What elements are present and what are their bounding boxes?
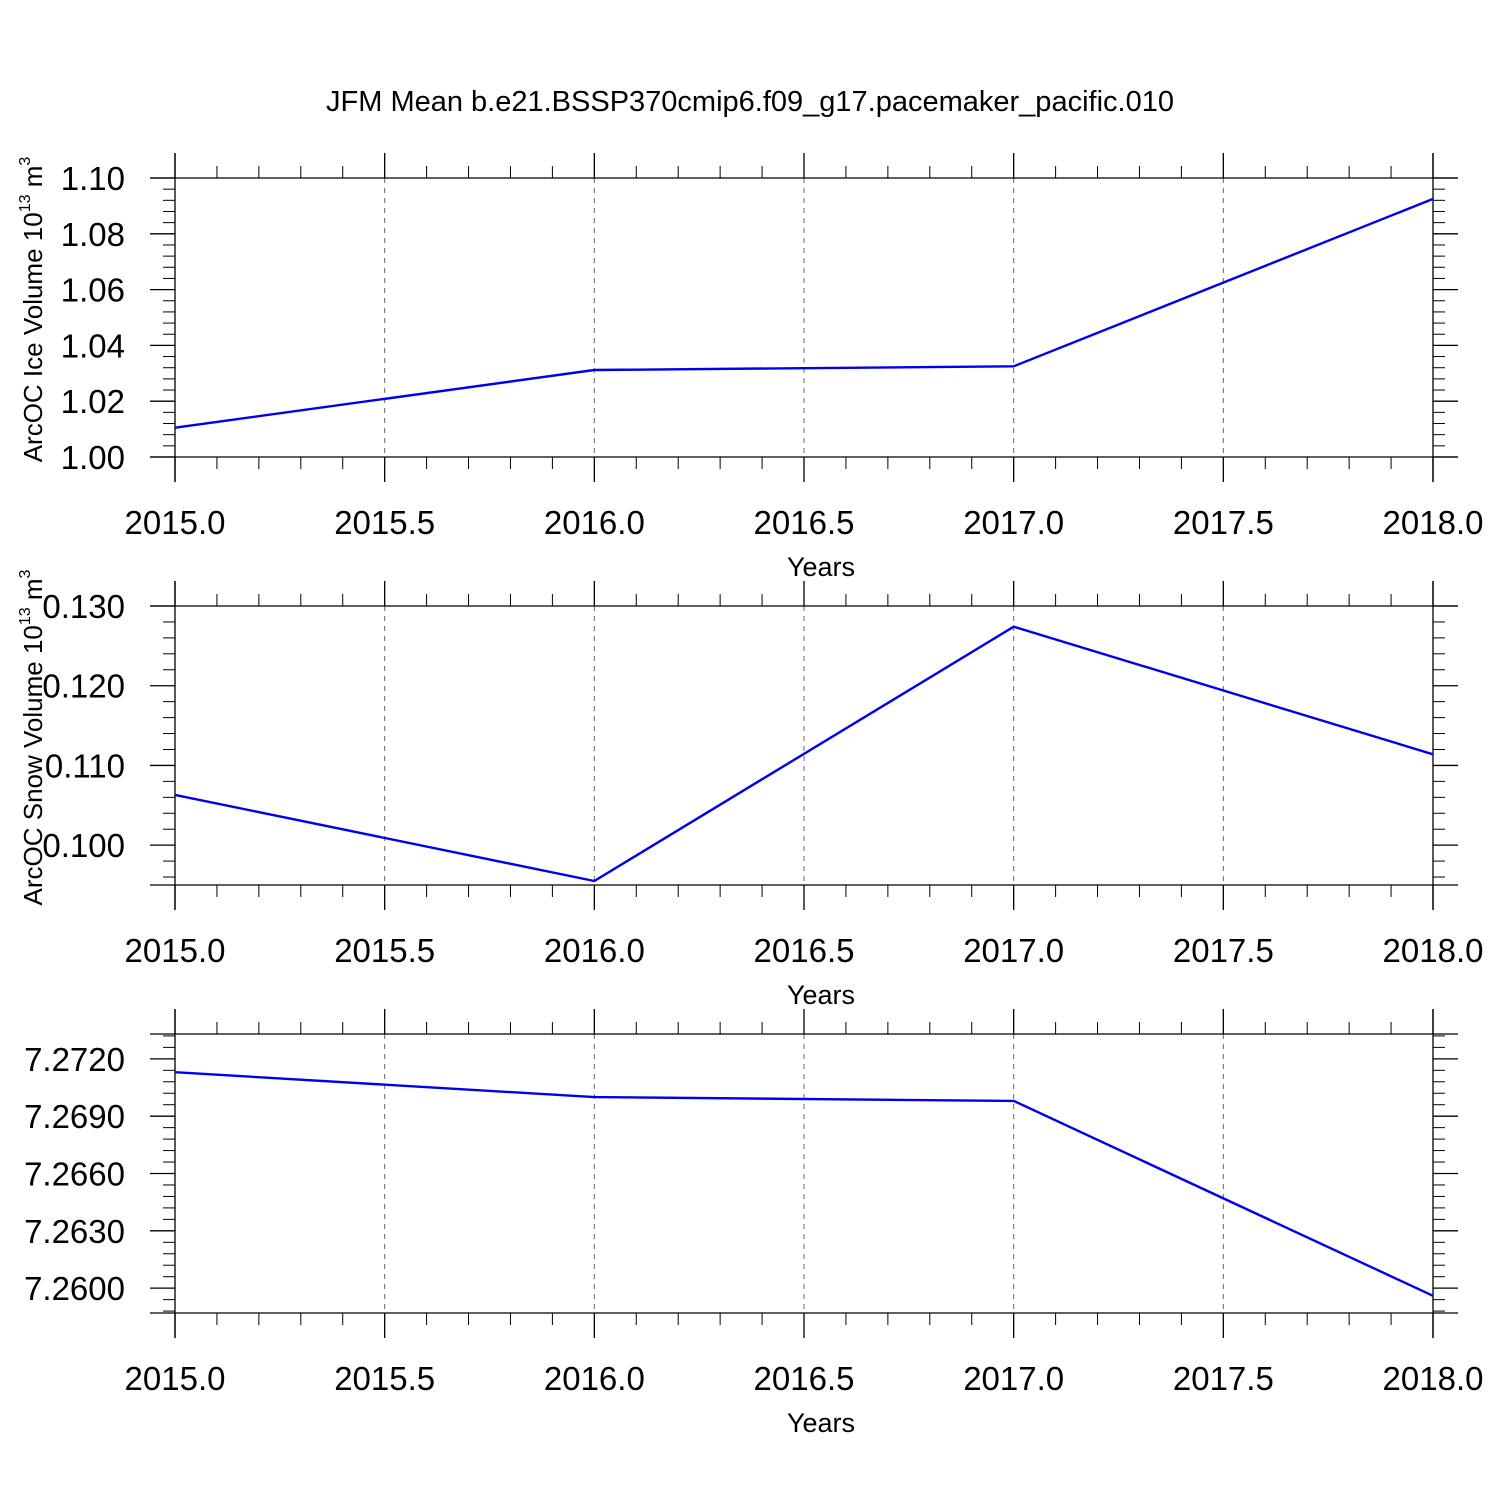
y-tick-label: 1.04 xyxy=(61,327,125,364)
x-tick-label: 2017.0 xyxy=(963,504,1064,541)
x-tick-label: 2016.5 xyxy=(754,1360,855,1397)
y-tick-label: 7.2660 xyxy=(24,1156,125,1193)
x-tick-label: 2017.5 xyxy=(1173,504,1274,541)
x-tick-label: 2018.0 xyxy=(1383,1360,1484,1397)
y-tick-label: 7.2720 xyxy=(24,1041,125,1078)
x-axis-label: Years xyxy=(787,1408,855,1438)
y-axis-label: ArcOC Ice Volume 1013 m3 xyxy=(17,157,48,463)
y-tick-label: 7.2600 xyxy=(24,1270,125,1307)
panel-2: 2015.0 2015.5 2016.0 2016.5 2017.0 2017.5 2018… xyxy=(17,569,1483,1010)
y-tick-label: 0.120 xyxy=(42,668,125,705)
x-tick-label: 2017.0 xyxy=(963,932,1064,969)
x-tick-label: 2016.0 xyxy=(544,504,645,541)
y-tick-label: 0.110 xyxy=(45,747,125,784)
y-tick-label: 1.02 xyxy=(61,383,125,420)
figure-title: JFM Mean b.e21.BSSP370cmip6.f09_g17.pace… xyxy=(326,86,1174,118)
y-tick-label: 1.06 xyxy=(61,272,125,309)
y-tick-label: 7.2690 xyxy=(24,1098,125,1135)
y-tick-label: 0.130 xyxy=(42,588,125,625)
x-tick-label: 2016.0 xyxy=(544,1360,645,1397)
y-tick-label: 1.08 xyxy=(61,216,125,253)
x-tick-label: 2015.5 xyxy=(334,932,435,969)
x-tick-label: 2017.5 xyxy=(1173,1360,1274,1397)
x-tick-label: 2016.0 xyxy=(544,932,645,969)
x-tick-label: 2016.5 xyxy=(754,932,855,969)
x-tick-label: 2015.0 xyxy=(125,932,226,969)
y-tick-label: 1.10 xyxy=(61,160,125,197)
y-tick-label: 0.100 xyxy=(42,827,125,864)
y-tick-label: 7.2630 xyxy=(24,1213,125,1250)
x-tick-label: 2018.0 xyxy=(1383,504,1484,541)
y-tick-label: 1.00 xyxy=(61,439,125,476)
panel-3: 2015.0 2015.5 2016.0 2016.5 2017.0 2017.5 2018… xyxy=(24,1009,1483,1438)
series-line xyxy=(174,197,1434,429)
series-line xyxy=(174,625,1434,883)
x-tick-label: 2015.0 xyxy=(125,1360,226,1397)
panels: 2015.0 2015.5 2016.0 2016.5 2017.0 2017.5 2018… xyxy=(17,153,1483,1438)
x-tick-label: 2016.5 xyxy=(754,504,855,541)
x-tick-label: 2015.5 xyxy=(334,504,435,541)
x-axis-label: Years xyxy=(787,980,855,1010)
x-axis-label: Years xyxy=(787,552,855,582)
x-tick-label: 2015.0 xyxy=(125,504,226,541)
panel-1: 2015.0 2015.5 2016.0 2016.5 2017.0 2017.5 2018… xyxy=(17,153,1483,582)
x-tick-label: 2018.0 xyxy=(1383,932,1484,969)
y-axis-label: ArcOC Snow Volume 1013 m3 xyxy=(17,569,48,905)
x-tick-label: 2017.5 xyxy=(1173,932,1274,969)
series-line xyxy=(174,1071,1434,1297)
x-tick-label: 2017.0 xyxy=(963,1360,1064,1397)
x-tick-label: 2015.5 xyxy=(334,1360,435,1397)
